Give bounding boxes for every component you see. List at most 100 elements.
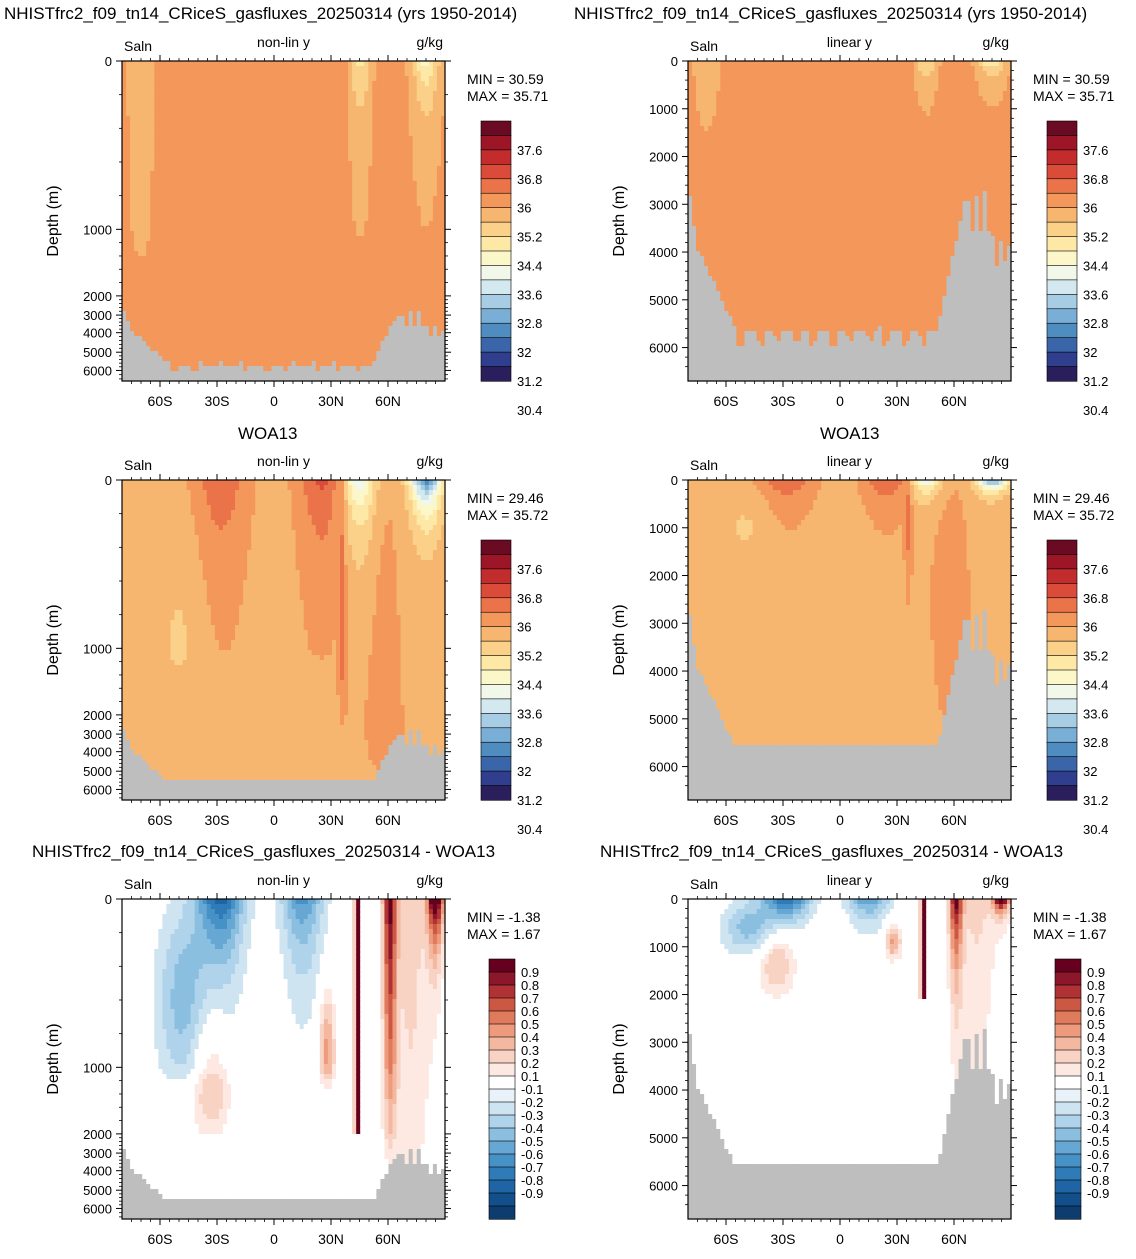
colorbar-label: 36.8 — [1083, 591, 1108, 606]
variable-label: Saln — [690, 38, 718, 54]
x-tick-label: 30S — [771, 1231, 796, 1247]
units-label: g/kg — [417, 34, 443, 50]
variable-label: Saln — [690, 457, 718, 473]
y-tick-label: 0 — [671, 54, 678, 69]
y-tick-label: 1000 — [83, 222, 112, 237]
y-tick-label: 2000 — [83, 708, 112, 723]
colorbar-label: 30.4 — [1083, 822, 1108, 837]
y-tick-label: 5000 — [83, 1183, 112, 1198]
colorbar-label: 37.6 — [517, 143, 542, 158]
max-label: MAX = 35.72 — [1033, 507, 1115, 523]
x-tick-label: 30N — [884, 1231, 910, 1247]
y-axis-label: Depth (m) — [45, 1023, 62, 1094]
y-tick-label: 2000 — [83, 1127, 112, 1142]
y-tick-label: 2000 — [83, 289, 112, 304]
y-tick-label: 1000 — [649, 521, 678, 536]
heatmap-field — [688, 61, 1012, 382]
colorbar — [1046, 539, 1078, 801]
x-tick-label: 60N — [941, 393, 967, 409]
colorbar-label: -0.5 — [521, 1134, 543, 1149]
y-axis-label: Depth (m) — [45, 604, 62, 675]
y-tick-label: 3000 — [83, 727, 112, 742]
colorbar-label: 33.6 — [517, 706, 542, 721]
x-tick-label: 60S — [714, 812, 739, 828]
colorbar-label: 0.7 — [1087, 991, 1105, 1006]
colorbar-label: 36 — [517, 201, 531, 216]
row-title-diff-right: NHISTfrc2_f09_tn14_CRiceS_gasfluxes_2025… — [600, 842, 1063, 862]
colorbar-label: 36.8 — [1083, 172, 1108, 187]
x-tick-label: 0 — [270, 393, 278, 409]
axis-scale-label: non-lin y — [257, 453, 310, 469]
colorbar-label: 30.4 — [517, 403, 542, 418]
colorbar-label: 32.8 — [517, 316, 542, 331]
y-tick-label: 1000 — [83, 1060, 112, 1075]
colorbar — [480, 120, 512, 382]
colorbar-label: 35.2 — [517, 649, 542, 664]
x-tick-label: 60S — [148, 812, 173, 828]
colorbar-label: 0.8 — [521, 978, 539, 993]
y-tick-label: 4000 — [649, 1083, 678, 1098]
axis-scale-label: linear y — [827, 872, 872, 888]
row-title-obs-left: WOA13 — [238, 424, 298, 444]
colorbar-label: 36 — [517, 620, 531, 635]
colorbar-label: -0.6 — [1087, 1147, 1109, 1162]
panel-diff-lin: Saln linear y g/kg 0 1000 2000 3000 4000 5000 600… — [570, 866, 1136, 1256]
min-label: MIN = 30.59 — [467, 71, 544, 87]
chart-obs-lin: Saln linear y g/kg 0 1000 2000 3000 4000 5000 600… — [611, 453, 1115, 837]
colorbar-label: 31.2 — [517, 374, 542, 389]
panel-model-nonlin: Saln non-lin y g/kg 0 1000 2000 3000 4000 5000 60… — [0, 28, 566, 418]
y-tick-label: 3000 — [83, 1146, 112, 1161]
panel-model-lin: Saln linear y g/kg 0 1000 2000 3000 4000 5000 600… — [570, 28, 1136, 418]
colorbar-label: 35.2 — [517, 230, 542, 245]
y-tick-label: 0 — [671, 892, 678, 907]
y-tick-label: 4000 — [649, 664, 678, 679]
x-tick-label: 60N — [941, 812, 967, 828]
colorbar-label: -0.1 — [521, 1082, 543, 1097]
x-tick-label: 30S — [771, 812, 796, 828]
colorbar-label: 31.2 — [1083, 374, 1108, 389]
heatmap-field — [122, 61, 446, 382]
y-tick-label: 3000 — [649, 197, 678, 212]
colorbar-label: -0.4 — [1087, 1121, 1109, 1136]
colorbar-label: 0.9 — [521, 965, 539, 980]
y-tick-label: 0 — [105, 892, 112, 907]
panel-obs-nonlin: Saln non-lin y g/kg 0 1000 2000 3000 4000 5000 60… — [0, 447, 566, 837]
colorbar-label: 32 — [1083, 764, 1097, 779]
colorbar-label: 35.2 — [1083, 230, 1108, 245]
y-tick-label: 5000 — [649, 1131, 678, 1146]
colorbar-label: 33.6 — [517, 287, 542, 302]
y-tick-label: 1000 — [649, 940, 678, 955]
colorbar-label: 32 — [517, 345, 531, 360]
x-tick-label: 60S — [714, 393, 739, 409]
max-label: MAX = 35.71 — [467, 88, 549, 104]
units-label: g/kg — [417, 872, 443, 888]
units-label: g/kg — [983, 453, 1009, 469]
y-tick-label: 1000 — [649, 102, 678, 117]
x-tick-label: 60N — [375, 812, 401, 828]
axis-scale-label: non-lin y — [257, 34, 310, 50]
chart-model-nonlin: Saln non-lin y g/kg 0 1000 2000 3000 4000 5000 60… — [45, 34, 549, 418]
units-label: g/kg — [983, 34, 1009, 50]
x-tick-label: 30N — [884, 393, 910, 409]
x-tick-label: 0 — [836, 1231, 844, 1247]
colorbar-label: -0.2 — [1087, 1095, 1109, 1110]
x-tick-label: 0 — [836, 393, 844, 409]
colorbar-label: 32.8 — [1083, 735, 1108, 750]
y-tick-label: 4000 — [83, 745, 112, 760]
colorbar-label: 32.8 — [517, 735, 542, 750]
heatmap-field — [688, 480, 1012, 801]
units-label: g/kg — [983, 872, 1009, 888]
colorbar-label: -0.8 — [521, 1173, 543, 1188]
colorbar-label: -0.4 — [521, 1121, 543, 1136]
x-tick-label: 60S — [714, 1231, 739, 1247]
max-label: MAX = 35.71 — [1033, 88, 1115, 104]
max-label: MAX = 1.67 — [467, 926, 541, 942]
colorbar-label: -0.1 — [1087, 1082, 1109, 1097]
colorbar-label: 34.4 — [517, 258, 542, 273]
variable-label: Saln — [124, 38, 152, 54]
colorbar-label: 0.2 — [521, 1056, 539, 1071]
max-label: MAX = 1.67 — [1033, 926, 1107, 942]
x-tick-label: 30S — [205, 812, 230, 828]
colorbar-label: -0.7 — [521, 1160, 543, 1175]
colorbar-label: 0.6 — [521, 1004, 539, 1019]
